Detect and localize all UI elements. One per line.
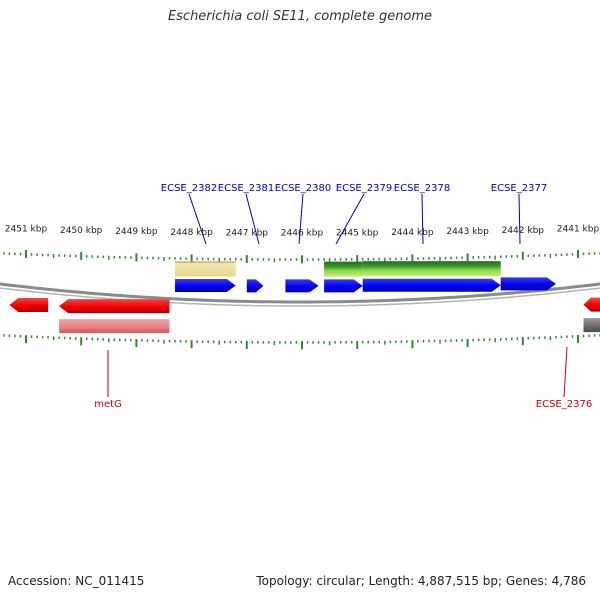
ruler-label: 2449 kbp (115, 227, 158, 237)
accession-text: Accession: NC_011415 (8, 574, 145, 588)
feature-bar-forward-tan[interactable] (175, 261, 236, 277)
gene-label-ecse_2382[interactable]: ECSE_2382 (161, 183, 217, 194)
ruler-label: 2445 kbp (336, 228, 379, 238)
ruler-label: 2441 kbp (557, 225, 600, 235)
gene-label-ecse_2378[interactable]: ECSE_2378 (394, 183, 450, 194)
gene-arrow-forward[interactable] (324, 279, 363, 293)
gene-label-leader (245, 193, 260, 245)
gene-arrow-reverse[interactable] (9, 297, 49, 312)
gene-arrow-reverse[interactable] (583, 297, 600, 312)
gene-arrow-forward[interactable] (246, 279, 264, 293)
ruler-label: 2443 kbp (446, 227, 489, 237)
gene-arrow-forward[interactable] (362, 278, 501, 292)
gene-label-metg[interactable]: metG (94, 399, 122, 410)
gene-arrow-forward[interactable] (175, 279, 236, 293)
gene-label-leader (335, 193, 365, 245)
feature-bar-reverse-pink[interactable] (59, 319, 170, 334)
gene-arrow-reverse[interactable] (59, 299, 170, 314)
ruler-label: 2446 kbp (281, 228, 324, 238)
feature-bar-reverse-gray[interactable] (583, 318, 600, 333)
gene-label-leader (421, 193, 424, 245)
ruler-label: 2451 kbp (5, 225, 48, 235)
ruler-label: 2450 kbp (60, 226, 103, 236)
gene-label-ecse_2381[interactable]: ECSE_2381 (218, 183, 274, 194)
gene-arrow-forward[interactable] (500, 277, 556, 291)
feature-bar-forward-green[interactable] (324, 261, 363, 277)
ruler-label: 2442 kbp (502, 226, 545, 236)
genome-title: Escherichia coli SE11, complete genome (167, 9, 433, 24)
gene-label-leader (298, 193, 304, 245)
gene-label-ecse_2380[interactable]: ECSE_2380 (275, 183, 331, 194)
ruler-label: 2448 kbp (170, 228, 213, 238)
gene-label-ecse_2379[interactable]: ECSE_2379 (336, 183, 392, 194)
ruler-label: 2447 kbp (226, 228, 269, 238)
gene-label-leader (518, 193, 521, 245)
gene-arrow-forward[interactable] (285, 279, 319, 293)
gene-label-leader (188, 193, 207, 245)
genome-backbone-inner (0, 287, 600, 307)
genome-backbone-outer (0, 282, 600, 304)
gene-label-ecse_2377[interactable]: ECSE_2377 (491, 183, 547, 194)
genome-summary-text: Topology: circular; Length: 4,887,515 bp… (256, 574, 586, 588)
feature-bar-forward-green[interactable] (362, 261, 501, 277)
gene-label-ecse_2376[interactable]: ECSE_2376 (536, 399, 592, 410)
ruler-label: 2444 kbp (391, 228, 434, 238)
gene-label-leader (563, 346, 568, 398)
